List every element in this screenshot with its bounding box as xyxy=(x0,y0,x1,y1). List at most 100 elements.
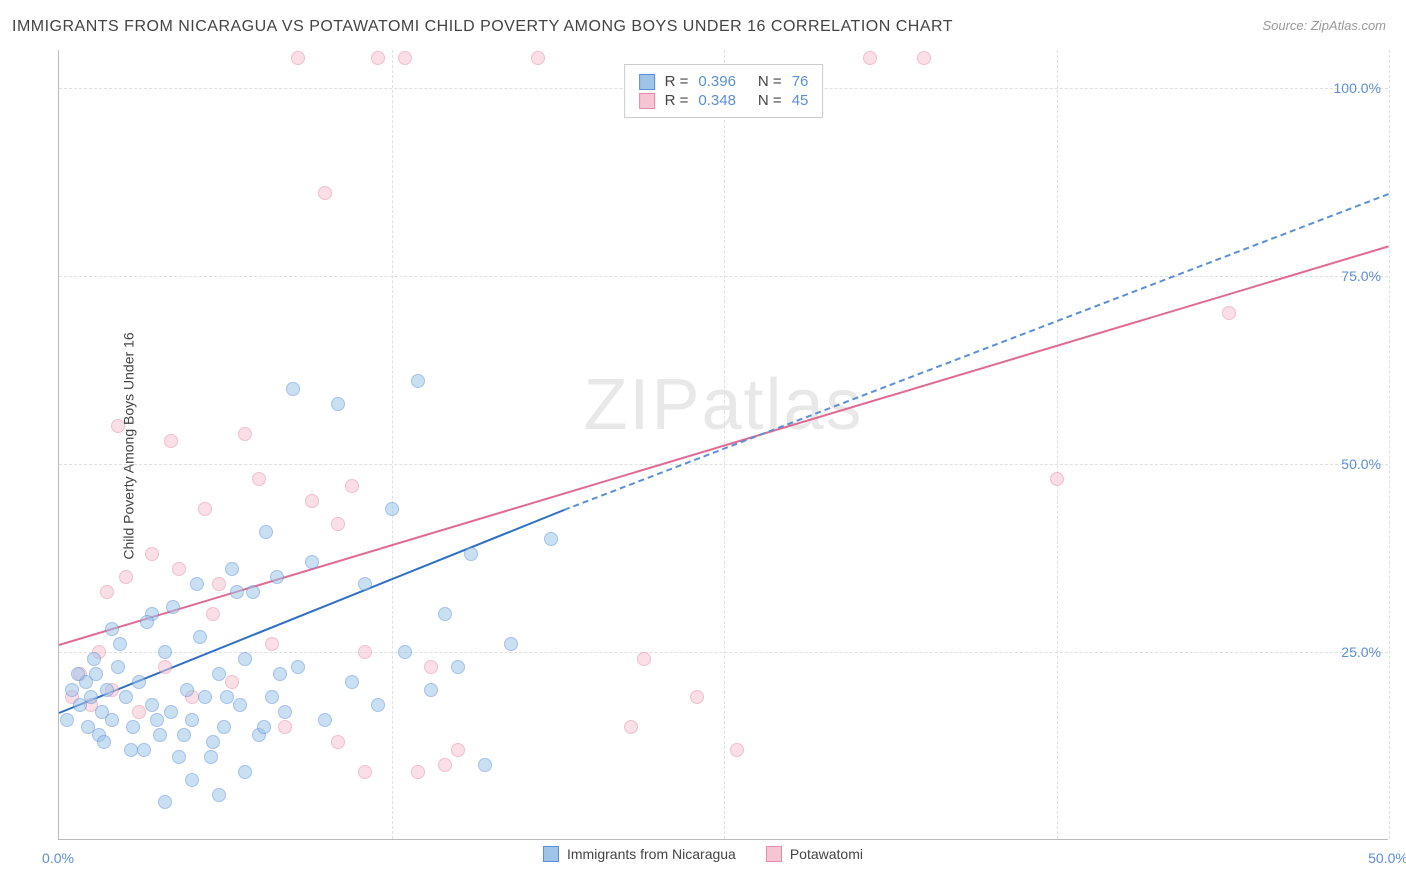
scatter-point xyxy=(113,637,127,651)
scatter-point xyxy=(217,720,231,734)
legend-r-value: 0.348 xyxy=(698,92,736,109)
legend-series-label: Immigrants from Nicaragua xyxy=(567,846,736,862)
scatter-point xyxy=(238,765,252,779)
scatter-point xyxy=(1222,306,1236,320)
scatter-point xyxy=(145,698,159,712)
scatter-point xyxy=(87,652,101,666)
scatter-point xyxy=(318,186,332,200)
scatter-point xyxy=(637,652,651,666)
scatter-point xyxy=(153,728,167,742)
scatter-point xyxy=(89,667,103,681)
legend-stat-row: R =0.396N =76 xyxy=(639,73,809,90)
scatter-point xyxy=(504,637,518,651)
scatter-point xyxy=(385,502,399,516)
scatter-point xyxy=(238,652,252,666)
scatter-point xyxy=(371,51,385,65)
scatter-point xyxy=(132,675,146,689)
scatter-point xyxy=(424,660,438,674)
scatter-point xyxy=(172,562,186,576)
scatter-point xyxy=(917,51,931,65)
scatter-point xyxy=(177,728,191,742)
scatter-point xyxy=(690,690,704,704)
scatter-point xyxy=(190,577,204,591)
x-tick-label: 50.0% xyxy=(1368,850,1406,866)
scatter-point xyxy=(544,532,558,546)
scatter-point xyxy=(206,607,220,621)
scatter-point xyxy=(863,51,877,65)
scatter-point xyxy=(305,555,319,569)
scatter-point xyxy=(212,788,226,802)
scatter-point xyxy=(478,758,492,772)
scatter-point xyxy=(132,705,146,719)
scatter-point xyxy=(259,525,273,539)
scatter-point xyxy=(198,690,212,704)
scatter-point xyxy=(124,743,138,757)
legend-bottom: Immigrants from Nicaragua Potawatomi xyxy=(543,846,863,862)
scatter-point xyxy=(624,720,638,734)
scatter-point xyxy=(193,630,207,644)
scatter-point xyxy=(331,517,345,531)
scatter-point xyxy=(265,690,279,704)
scatter-point xyxy=(150,713,164,727)
legend-series-item: Immigrants from Nicaragua xyxy=(543,846,736,862)
scatter-point xyxy=(291,660,305,674)
scatter-point xyxy=(246,585,260,599)
legend-stats-box: R =0.396N =76R =0.348N =45 xyxy=(624,64,824,118)
scatter-point xyxy=(81,720,95,734)
scatter-point xyxy=(291,51,305,65)
scatter-point xyxy=(331,735,345,749)
scatter-point xyxy=(164,434,178,448)
legend-swatch xyxy=(543,846,559,862)
scatter-point xyxy=(278,705,292,719)
legend-r-label: R = xyxy=(665,92,689,109)
scatter-point xyxy=(358,765,372,779)
scatter-point xyxy=(60,713,74,727)
scatter-point xyxy=(438,758,452,772)
scatter-point xyxy=(358,645,372,659)
chart-title: IMMIGRANTS FROM NICARAGUA VS POTAWATOMI … xyxy=(12,18,953,36)
scatter-point xyxy=(411,765,425,779)
y-tick-label: 75.0% xyxy=(1341,268,1381,284)
scatter-point xyxy=(158,660,172,674)
scatter-point xyxy=(220,690,234,704)
scatter-point xyxy=(225,562,239,576)
scatter-point xyxy=(137,743,151,757)
scatter-point xyxy=(105,713,119,727)
scatter-point xyxy=(126,720,140,734)
scatter-point xyxy=(438,607,452,621)
scatter-point xyxy=(65,683,79,697)
scatter-point xyxy=(257,720,271,734)
scatter-point xyxy=(345,479,359,493)
legend-swatch xyxy=(766,846,782,862)
scatter-point xyxy=(451,660,465,674)
legend-n-value: 76 xyxy=(792,73,809,90)
y-tick-label: 100.0% xyxy=(1334,80,1381,96)
scatter-point xyxy=(424,683,438,697)
scatter-point xyxy=(358,577,372,591)
legend-swatch xyxy=(639,74,655,90)
scatter-point xyxy=(172,750,186,764)
scatter-point xyxy=(238,427,252,441)
gridline-v xyxy=(1389,50,1390,839)
scatter-point xyxy=(278,720,292,734)
scatter-point xyxy=(273,667,287,681)
scatter-point xyxy=(371,698,385,712)
legend-series-label: Potawatomi xyxy=(790,846,863,862)
scatter-point xyxy=(185,713,199,727)
scatter-point xyxy=(166,600,180,614)
scatter-point xyxy=(233,698,247,712)
legend-r-value: 0.396 xyxy=(698,73,736,90)
scatter-point xyxy=(730,743,744,757)
scatter-point xyxy=(531,51,545,65)
scatter-point xyxy=(212,667,226,681)
scatter-point xyxy=(286,382,300,396)
legend-swatch xyxy=(639,93,655,109)
scatter-point xyxy=(158,795,172,809)
x-tick-label: 0.0% xyxy=(42,850,74,866)
scatter-point xyxy=(345,675,359,689)
scatter-point xyxy=(451,743,465,757)
scatter-point xyxy=(185,773,199,787)
legend-n-label: N = xyxy=(758,73,782,90)
scatter-point xyxy=(100,585,114,599)
scatter-point xyxy=(198,502,212,516)
